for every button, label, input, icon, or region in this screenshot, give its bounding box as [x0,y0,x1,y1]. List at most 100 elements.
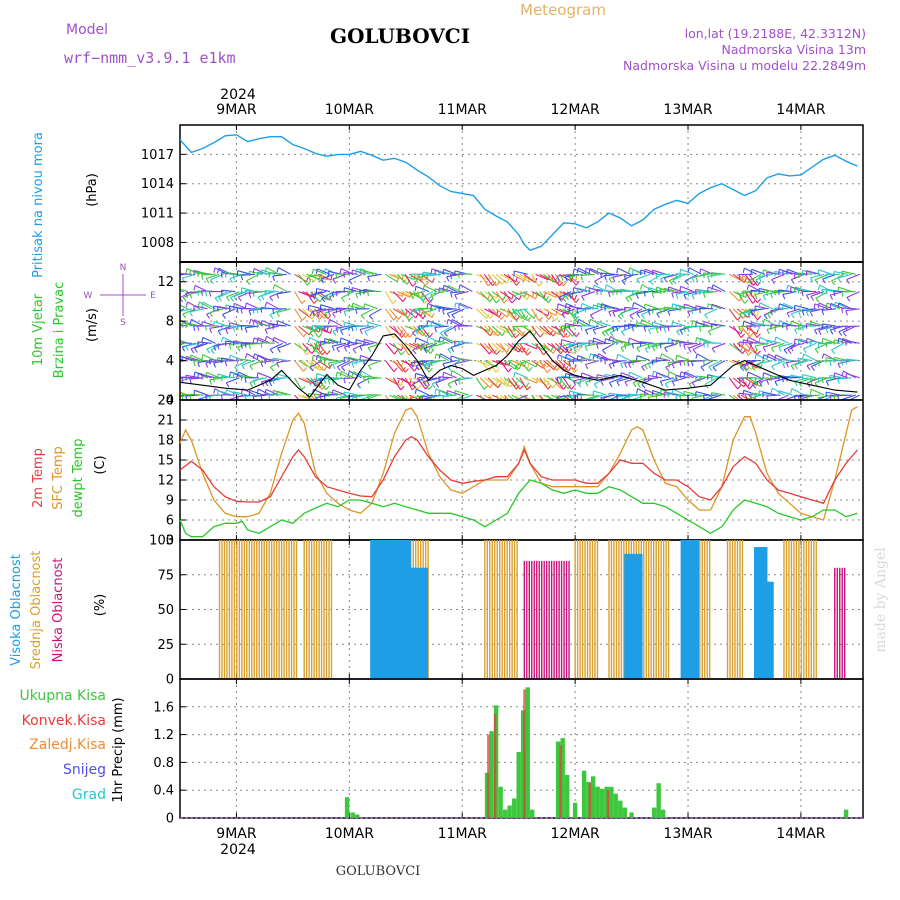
wind-barb [656,308,671,314]
wind-barb-flag [442,269,445,275]
precip-total-bar [350,812,355,818]
wind-barb [739,308,754,315]
wind-barb [408,325,422,335]
wind-barb [661,353,675,362]
wind-barb [649,273,663,282]
wind-barb [515,291,528,300]
compass-rose: N S W E [84,263,157,328]
wind-barb-flag [331,345,335,351]
wind-barb-flag [762,354,765,360]
wind-barb-flag [170,290,171,295]
wind-barb-flag [422,285,425,291]
wind-barb [826,302,841,310]
wind-barb-flag [166,337,167,342]
wind-barb-flag [232,372,235,378]
wind-barb-flag [777,289,780,295]
wind-barb [732,377,745,388]
wind-barb-flag [675,294,679,300]
wind-barb [758,360,773,365]
wind-barb-flag [329,328,333,334]
wind-barb [316,308,331,314]
wind-barb-flag [332,364,336,370]
wind-barb-flag [691,320,694,326]
wind-barb-flag [217,330,222,336]
wind-barb-flag [426,275,430,281]
wind-barb [569,273,584,278]
wind-barb [754,393,769,396]
wind-barb-flag [818,330,822,335]
wind-barb [535,308,548,317]
wind-barb-flag [596,303,599,309]
wind-barb [347,341,362,344]
wind-barb-flag [659,389,662,395]
wind-barb [798,377,813,384]
wind-barb-flag [817,343,820,349]
wind-barb [754,377,769,380]
wind-barb [803,342,817,350]
wind-barb [609,377,623,384]
wind-barb [660,377,675,382]
wind-barb-flag [643,269,646,275]
wind-barb-flag [260,320,263,326]
wind-barb-flag [817,361,820,367]
wind-barb-flag [435,382,440,388]
wind-barb [842,325,856,333]
wind-barb-flag [691,277,695,283]
cloud-label-low: Niska Oblacnost [51,558,66,663]
wind-barb-flag [311,268,314,275]
wind-barb-flag [312,347,316,353]
wind-barb [728,273,742,282]
wind-barb [617,353,631,362]
wind-barb-flag [757,315,762,321]
wind-barb-flag [512,308,515,314]
wind-barb [585,360,599,366]
wind-barb-flag [771,279,775,285]
wind-barb-flag [659,325,662,332]
wind-barb-flag [359,290,361,296]
bottom-day-label: 12MAR [551,826,600,842]
watermark: made by Angel [873,547,889,653]
wind-barb [668,371,683,379]
wind-barb-flag [315,355,318,361]
wind-barb-flag [548,315,553,320]
wind-barb-flag [833,396,836,400]
wind-barb-flag [347,325,350,331]
wind-barb [341,291,355,299]
wind-barb-flag [683,294,687,300]
wind-barb [640,341,655,344]
wind-barb [550,274,560,287]
y-tick-label: 6 [166,514,174,529]
wind-barb-flag [182,297,187,302]
wind-barb [438,287,453,293]
wind-barb-flag [351,362,355,369]
wind-barb-flag [565,295,569,301]
wind-barb [316,288,331,293]
wind-barb [811,388,825,396]
wind-barb-flag [269,314,274,319]
panel-frame [179,261,864,401]
wind-barb [783,342,797,351]
wind-barb-flag [554,317,559,322]
wind-barb [340,394,354,400]
wind-barb-flag [608,364,612,369]
wind-barb-flag [407,312,411,318]
bottom-day-label: 14MAR [776,826,825,842]
wind-barb-flag [272,308,275,315]
wind-barb-flag [683,344,686,350]
wind-barb-flag [643,291,646,297]
wind-barb-flag [679,360,682,366]
wind-barb [495,360,510,366]
wind-barb [343,391,358,396]
wind-barb [644,268,659,275]
wind-barb-flag [418,346,422,352]
wind-barb [268,272,283,275]
wind-barb-flag [244,396,247,400]
wind-barb-flag [756,333,761,338]
wind-barb [249,360,264,367]
wind-barb-flag [671,381,676,387]
wind-barb [771,342,785,349]
wind-barb [400,308,410,321]
wind-barb [392,360,403,372]
wind-barb [190,269,204,275]
wind-barb [447,390,461,396]
